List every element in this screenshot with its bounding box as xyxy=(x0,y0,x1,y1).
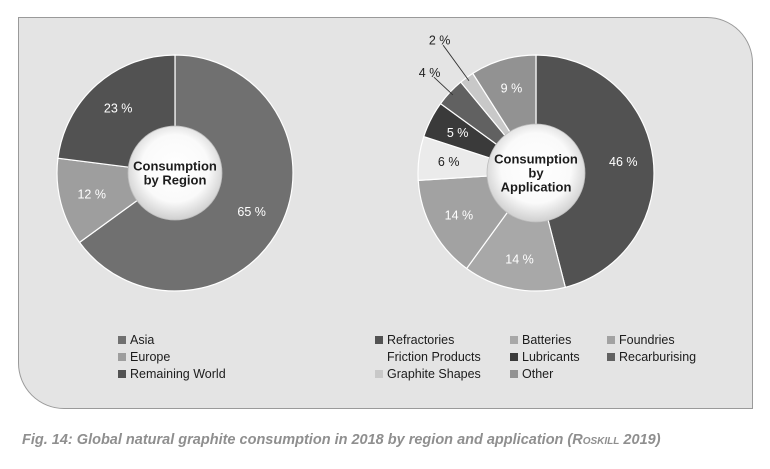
caption-year: 2019) xyxy=(619,432,661,448)
leader-line-graphite-shapes xyxy=(442,44,470,82)
pie-slice-refractories xyxy=(535,54,655,289)
legend-label-asia: Asia xyxy=(130,333,154,347)
legend-label-graphite-shapes: Graphite Shapes xyxy=(387,367,481,381)
center-hole xyxy=(486,123,586,223)
legend-label-refractories: Refractories xyxy=(387,333,454,347)
legend-label-foundries: Foundries xyxy=(619,333,675,347)
caption-source: Roskill xyxy=(572,432,620,448)
center-label-line: by Region xyxy=(144,173,207,188)
legend-swatch-remaining-world xyxy=(118,370,126,378)
value-label-recarburising: 4 % xyxy=(419,66,441,80)
legend-swatch-lubricants xyxy=(510,353,518,361)
legend-swatch-friction-products xyxy=(375,353,383,361)
center-label-line: by xyxy=(528,166,544,181)
legend-swatch-recarburising xyxy=(607,353,615,361)
center-hole xyxy=(127,125,223,221)
value-label-other: 9 % xyxy=(501,81,523,95)
center-label-line: Consumption xyxy=(494,152,578,167)
value-label-friction-products: 6 % xyxy=(438,155,460,169)
value-label-foundries: 14 % xyxy=(445,208,474,222)
legend-swatch-batteries xyxy=(510,336,518,344)
value-label-remaining-world: 23 % xyxy=(104,101,133,115)
legend-label-remaining-world: Remaining World xyxy=(130,367,226,381)
application-pie-chart: 46 % 14 % 14 % 6 % 5 % 4 % 2 % 9 % Consumptionby… xyxy=(417,33,655,292)
center-label-line: Application xyxy=(501,180,572,195)
legend-swatch-other xyxy=(510,370,518,378)
value-label-europe: 12 % xyxy=(77,187,106,201)
legend-label-friction-products: Friction Products xyxy=(387,350,481,364)
value-label-asia: 65 % xyxy=(237,205,266,219)
legend-swatch-asia xyxy=(118,336,126,344)
value-label-batteries: 14 % xyxy=(505,252,534,266)
value-label-graphite-shapes: 2 % xyxy=(429,33,451,47)
caption-text: Fig. 14: Global natural graphite consump… xyxy=(22,432,573,448)
center-label-line: Consumption xyxy=(133,159,217,174)
legend-swatch-refractories xyxy=(375,336,383,344)
leader-line-recarburising xyxy=(433,76,454,96)
legend: Asia Europe Remaining World Refractories Bat… xyxy=(118,333,696,381)
value-label-lubricants: 5 % xyxy=(447,126,469,140)
legend-swatch-europe xyxy=(118,353,126,361)
legend-swatch-graphite-shapes xyxy=(375,370,383,378)
legend-label-other: Other xyxy=(522,367,553,381)
value-label-refractories: 46 % xyxy=(609,155,638,169)
legend-label-recarburising: Recarburising xyxy=(619,350,696,364)
legend-label-europe: Europe xyxy=(130,350,170,364)
legend-label-batteries: Batteries xyxy=(522,333,571,347)
legend-label-lubricants: Lubricants xyxy=(522,350,580,364)
legend-swatch-foundries xyxy=(607,336,615,344)
figure-caption: Fig. 14: Global natural graphite consump… xyxy=(22,432,661,448)
